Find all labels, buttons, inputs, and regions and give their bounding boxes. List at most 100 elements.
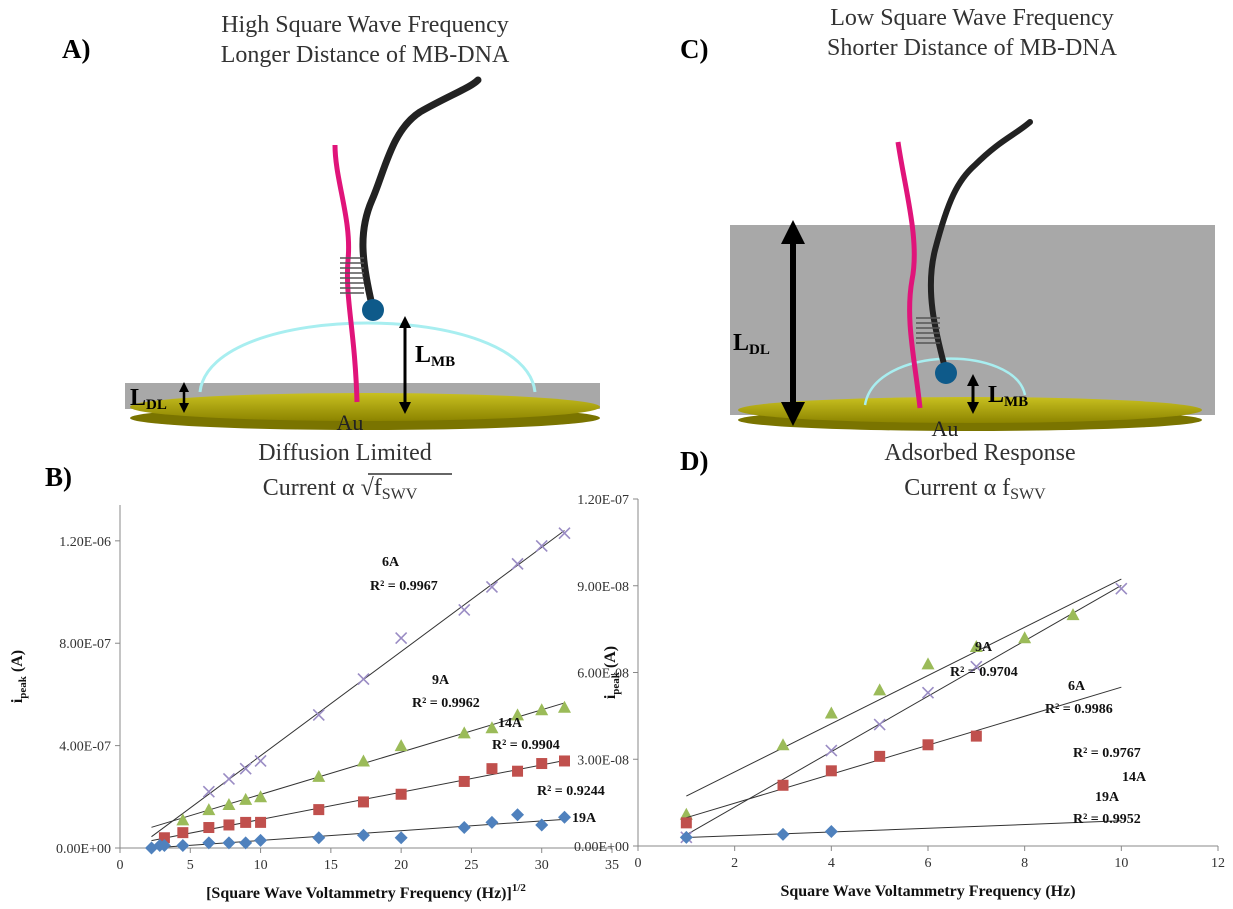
data-point — [824, 825, 838, 839]
data-point — [511, 708, 525, 721]
caption: Current α fSWV — [904, 475, 1046, 503]
ldl-sub: DL — [146, 397, 167, 413]
x-tick-label: 0 — [117, 858, 124, 873]
data-point — [157, 838, 171, 852]
illustration-title: Longer Distance of MB-DNA — [221, 42, 510, 68]
data-point — [535, 818, 549, 832]
ldl-label: LDL — [733, 330, 770, 358]
data-point — [457, 726, 471, 739]
data-point — [558, 755, 570, 767]
data-point — [1115, 582, 1128, 595]
ldl-sub: DL — [749, 342, 770, 358]
y-axis-label-unit: (A) — [602, 646, 619, 668]
data-point — [969, 639, 983, 652]
x-axis-label: [Square Wave Voltammetry Frequency (Hz)]… — [206, 882, 526, 902]
electrode — [738, 397, 1202, 423]
data-point — [222, 797, 236, 810]
y-tick-label: 4.00E-07 — [59, 740, 111, 755]
panel-label: C) — [680, 34, 709, 64]
series-label: 14A — [1122, 770, 1147, 785]
y-axis-label-text: i — [9, 698, 26, 703]
caption: Current α √fSWV — [263, 475, 418, 503]
series-label: 19A — [1095, 790, 1120, 805]
x-tick-label: 35 — [605, 858, 619, 873]
data-point — [511, 808, 525, 822]
data-point — [357, 672, 370, 686]
data-point — [1066, 608, 1080, 621]
x-tick-label: 15 — [324, 858, 338, 873]
data-point — [312, 769, 326, 782]
panel-label: B) — [45, 462, 72, 492]
data-point — [485, 721, 499, 734]
data-point — [536, 758, 548, 770]
y-tick-label: 1.20E-06 — [59, 535, 111, 550]
caption: Adsorbed Response — [884, 440, 1075, 466]
r-squared: R² = 0.9986 — [1045, 702, 1113, 717]
y-tick-label: 0.00E+00 — [574, 840, 629, 855]
data-point — [873, 683, 887, 696]
x-tick-label: 4 — [828, 856, 835, 871]
data-point — [511, 557, 524, 570]
data-point — [457, 821, 471, 835]
data-point — [824, 706, 838, 719]
illustration-c: C) Low Square Wave Frequency Shorter Dis… — [680, 5, 1215, 503]
ldl-label: LDL — [130, 385, 167, 413]
r-squared: R² = 0.9952 — [1073, 812, 1141, 827]
data-point — [222, 836, 236, 850]
data-point — [223, 819, 235, 831]
electrode-label: Au — [932, 416, 959, 441]
data-point — [557, 700, 571, 713]
r-squared: R² = 0.9962 — [412, 696, 480, 711]
r-squared: R² = 0.9704 — [950, 665, 1018, 680]
y-tick-label: 3.00E-08 — [577, 753, 629, 768]
data-point — [970, 660, 983, 673]
data-point — [922, 739, 934, 751]
data-point — [239, 836, 253, 850]
data-point — [825, 744, 838, 757]
x-tick-label: 25 — [464, 858, 478, 873]
data-point — [312, 831, 326, 845]
data-point — [485, 580, 499, 593]
data-point — [535, 703, 549, 716]
lmb-sub: MB — [1004, 394, 1028, 410]
trendline — [686, 578, 1122, 797]
electrode-label: Au — [337, 410, 364, 435]
data-point — [825, 765, 837, 777]
data-point — [254, 754, 267, 768]
data-point — [158, 832, 170, 844]
data-point — [202, 785, 215, 798]
data-point — [254, 790, 268, 803]
y-tick-label: 6.00E-08 — [577, 667, 629, 682]
lmb-sub: MB — [431, 354, 455, 370]
series-label: 6A — [382, 555, 400, 570]
data-point — [395, 788, 407, 800]
dna-strand — [895, 141, 923, 409]
r-squared: R² = 0.9904 — [492, 738, 560, 753]
data-point — [395, 632, 408, 645]
diffusion-arc — [198, 321, 537, 393]
x-axis-label-sup: 1/2 — [512, 882, 527, 894]
data-point — [239, 762, 252, 775]
data-point — [558, 527, 571, 540]
electrode — [130, 393, 600, 421]
ldl-main: L — [733, 330, 749, 356]
data-point — [177, 827, 189, 839]
panel-label: D) — [680, 446, 709, 476]
trendline — [686, 584, 1122, 836]
y-axis-label-unit: (A) — [9, 650, 26, 672]
r-squared: R² = 0.9967 — [370, 579, 438, 594]
illustration-title: High Square Wave Frequency — [221, 12, 509, 38]
data-point — [240, 816, 252, 828]
panel-label: A) — [62, 34, 91, 64]
data-point — [239, 792, 253, 805]
hybrid-rungs — [340, 257, 364, 294]
x-tick-label: 10 — [254, 858, 268, 873]
x-tick-label: 10 — [1114, 856, 1128, 871]
x-axis-label-text: [Square Wave Voltammetry Frequency (Hz)] — [206, 885, 512, 902]
hybrid-rungs — [916, 317, 940, 344]
caption: Diffusion Limited — [258, 440, 432, 466]
data-point — [203, 822, 215, 834]
x-tick-label: 6 — [925, 856, 932, 871]
data-point — [458, 775, 470, 787]
